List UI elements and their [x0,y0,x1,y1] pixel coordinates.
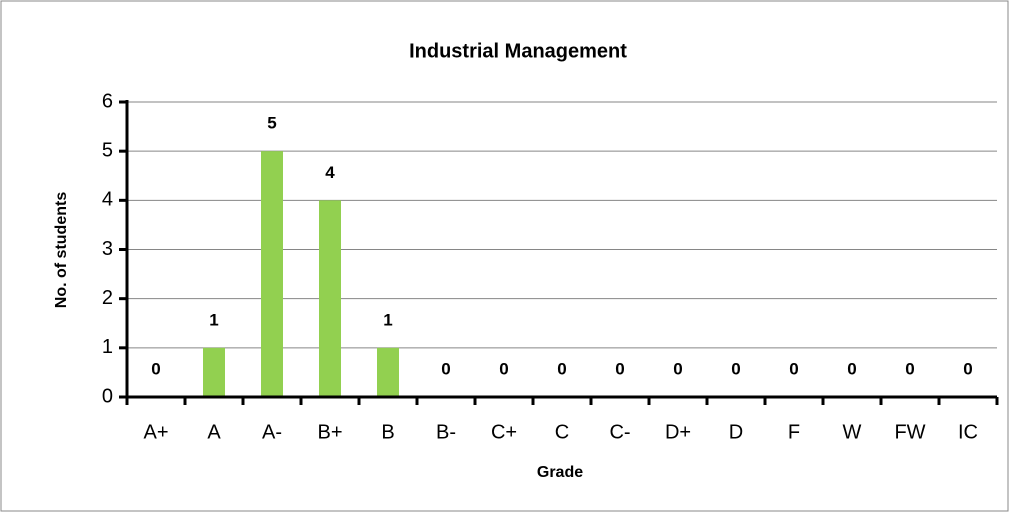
data-label: 0 [499,359,508,378]
x-tick-label: C [555,421,569,443]
y-tick-label: 0 [102,385,113,407]
data-label: 1 [383,310,392,329]
x-tick-label: A- [262,421,282,443]
x-axis-title: Grade [537,464,583,481]
bar [319,200,341,397]
y-axis-title: No. of students [53,192,70,309]
data-label: 4 [325,163,335,182]
x-tick-label: FW [894,421,925,443]
data-label: 0 [789,359,798,378]
x-tick-label: F [788,421,800,443]
data-label: 0 [963,359,972,378]
y-tick-label: 5 [102,139,113,161]
x-tick-label: W [843,421,862,443]
x-tick-label: A [207,421,221,443]
data-label: 0 [731,359,740,378]
x-tick-label: D [729,421,743,443]
y-tick-label: 2 [102,287,113,309]
x-tick-label: C- [609,421,630,443]
bar [377,347,399,397]
x-tick-label: C+ [491,421,517,443]
y-tick-label: 4 [102,189,113,211]
bar [203,347,225,397]
y-tick-label: 6 [102,90,113,112]
chart-title: Industrial Management [409,40,627,62]
x-tick-label: D+ [665,421,691,443]
x-tick-label: B [381,421,394,443]
x-tick-label: IC [958,421,978,443]
data-label: 0 [151,359,160,378]
x-tick-label: B- [436,421,456,443]
y-tick-label: 3 [102,238,113,260]
data-label: 0 [441,359,450,378]
data-label: 0 [673,359,682,378]
data-label: 0 [905,359,914,378]
y-tick-label: 1 [102,336,113,358]
data-label: 5 [267,114,276,133]
data-label: 0 [557,359,566,378]
bar [261,151,283,397]
data-label: 0 [615,359,624,378]
x-tick-label: A+ [143,421,168,443]
data-label: 1 [209,310,218,329]
data-label: 0 [847,359,856,378]
x-tick-label: B+ [317,421,342,443]
